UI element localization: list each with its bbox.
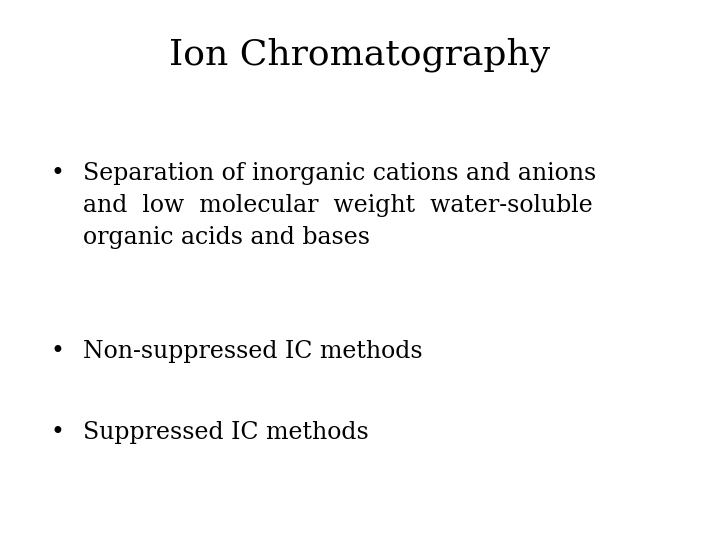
- Text: •: •: [50, 340, 65, 363]
- Text: •: •: [50, 162, 65, 185]
- Text: Suppressed IC methods: Suppressed IC methods: [83, 421, 369, 444]
- Text: Ion Chromatography: Ion Chromatography: [169, 38, 551, 72]
- Text: •: •: [50, 421, 65, 444]
- Text: Separation of inorganic cations and anions
and  low  molecular  weight  water-so: Separation of inorganic cations and anio…: [83, 162, 596, 249]
- Text: Non-suppressed IC methods: Non-suppressed IC methods: [83, 340, 423, 363]
